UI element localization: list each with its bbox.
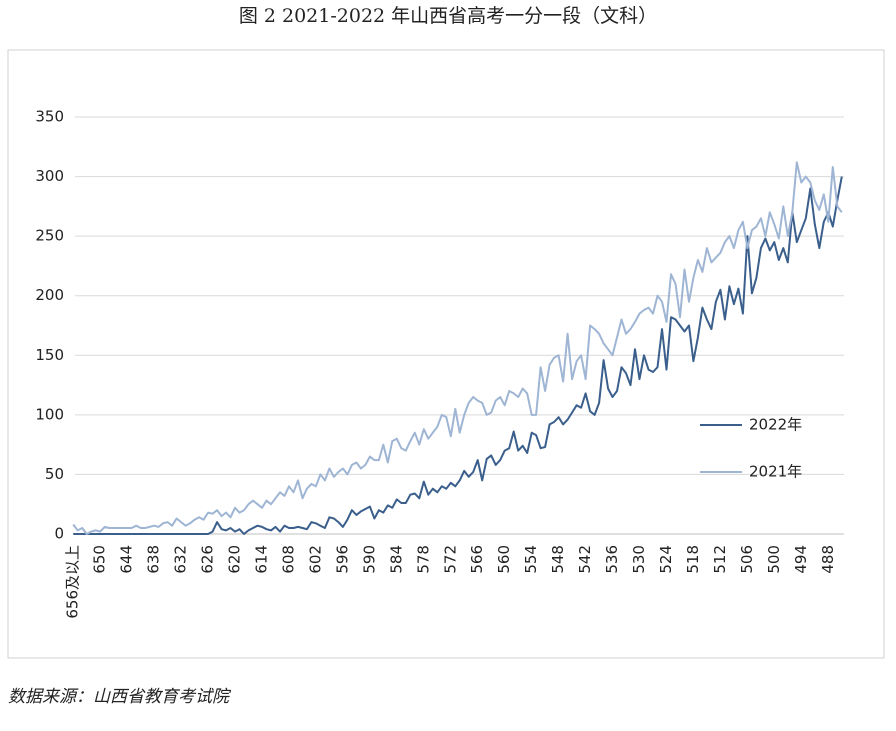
x-tick-label: 524: [657, 545, 675, 574]
x-tick-label: 542: [576, 545, 594, 574]
y-tick-label: 350: [35, 108, 64, 126]
legend-label: 2022年: [749, 416, 802, 434]
y-tick-label: 250: [35, 227, 64, 245]
x-tick-label: 644: [118, 545, 136, 574]
x-tick-label: 620: [226, 545, 244, 574]
x-tick-label: 626: [199, 545, 217, 574]
x-tick-label: 638: [145, 545, 163, 574]
y-tick-label: 100: [35, 405, 64, 423]
plot-frame: [7, 49, 885, 659]
x-tick-label: 488: [819, 545, 837, 574]
x-tick-label: 650: [91, 545, 109, 574]
x-tick-label: 632: [172, 545, 190, 574]
series-line: [72, 161, 843, 535]
x-tick-label: 512: [711, 545, 729, 574]
x-tick-label: 530: [630, 545, 648, 574]
x-tick-label: 560: [495, 545, 513, 574]
x-tick-label: 608: [279, 545, 297, 574]
legend-label: 2021年: [749, 463, 802, 481]
x-tick-label: 548: [549, 545, 567, 574]
x-tick-label: 518: [684, 545, 702, 574]
x-tick-label: 614: [253, 545, 271, 574]
y-tick-label: 300: [35, 167, 64, 185]
x-tick-label: 494: [792, 545, 810, 574]
x-tick-label: 578: [414, 545, 432, 574]
x-tick-label: 554: [522, 545, 540, 574]
y-tick-label: 0: [54, 525, 64, 543]
y-tick-label: 150: [35, 346, 64, 364]
x-tick-label: 566: [468, 545, 486, 574]
x-tick-label: 590: [360, 545, 378, 574]
x-tick-label: 536: [603, 545, 621, 574]
series-line: [73, 176, 843, 535]
x-tick-label: 656及以上: [64, 545, 82, 619]
source-note: 数据来源：山西省教育考试院: [8, 687, 232, 707]
x-tick-label: 500: [765, 545, 783, 574]
x-tick-label: 602: [306, 545, 324, 574]
x-tick-label: 584: [387, 545, 405, 574]
x-tick-label: 596: [333, 545, 351, 574]
x-tick-label: 506: [738, 545, 756, 574]
chart-title: 图 2 2021-2022 年山西省高考一分一段（文科）: [239, 5, 657, 27]
y-tick-label: 50: [45, 465, 64, 483]
y-tick-label: 200: [35, 286, 64, 304]
x-tick-label: 572: [441, 545, 459, 574]
